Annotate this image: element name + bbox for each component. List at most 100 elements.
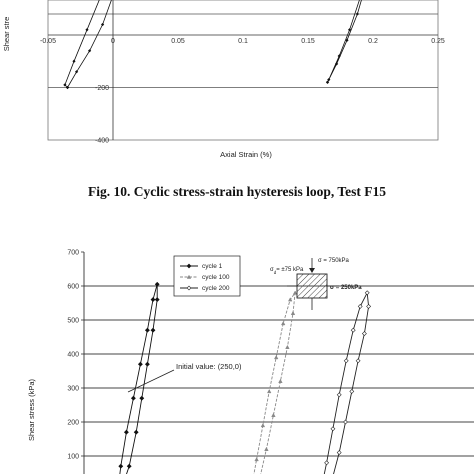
legend-label: cycle 200 [202, 285, 230, 292]
bottom-data-point [357, 303, 363, 309]
top-x-axis-label: Axial Strain (%) [220, 150, 272, 159]
legend-marker [186, 285, 192, 291]
top-series-2 [325, 0, 362, 84]
bottom-data-point [350, 327, 356, 333]
legend-item: cycle 1 [180, 263, 223, 270]
legend: cycle 1 cycle 100 cycle 200 [173, 255, 241, 297]
top-y-tick-label: -400 [95, 138, 109, 145]
top-data-point [337, 54, 341, 58]
legend-box [173, 255, 241, 297]
schematic-top-label: σ = 750kPa [318, 258, 350, 264]
bottom-series-cycle-100 [253, 290, 298, 474]
top-data-point [75, 70, 79, 74]
top-series-line [64, 0, 112, 88]
top-series-1 [63, 0, 112, 90]
bottom-data-point [137, 361, 143, 367]
annotation-text: Initial value: (250,0) [176, 362, 242, 371]
bottom-series-cycle-200 [323, 290, 372, 474]
bottom-y-tick-label: 500 [67, 318, 79, 325]
bottom-data-point [290, 310, 296, 315]
bottom-data-point [364, 290, 370, 296]
legend-label: cycle 100 [202, 274, 230, 281]
bottom-y-tick-label: 100 [67, 454, 79, 461]
stress-schematic: σd= ±75 kPa σ = 750kPa σ = 250kPa [270, 258, 362, 310]
bottom-data-point [330, 426, 336, 432]
bottom-data-point [324, 460, 330, 466]
bottom-y-tick-label: 600 [67, 284, 79, 291]
legend-item: cycle 100 [180, 274, 230, 281]
bottom-y-tick-label: 400 [67, 352, 79, 359]
top-data-point [345, 38, 349, 42]
top-x-tick-label: 0.15 [301, 38, 315, 45]
bottom-data-point [130, 395, 136, 401]
top-x-tick-label: 0.2 [368, 38, 378, 45]
top-data-point [85, 28, 89, 32]
bottom-data-point [361, 331, 367, 337]
top-data-point [101, 22, 105, 27]
bottom-data-point [266, 389, 272, 394]
bottom-y-axis-label: Shear stress (kPa) [27, 378, 36, 441]
bottom-data-point [355, 358, 361, 364]
bottom-data-point [123, 429, 129, 435]
bottom-data-point [292, 290, 298, 295]
top-data-point [325, 80, 330, 84]
bottom-data-point [144, 361, 150, 367]
bottom-data-point [343, 419, 348, 425]
bottom-data-point [150, 297, 156, 303]
legend-label: cycle 1 [202, 263, 223, 270]
bottom-data-point [366, 303, 372, 309]
initial-value-annotation: Initial value: (250,0) [127, 362, 242, 393]
schematic-sigma-label: σd= ±75 kPa [270, 267, 304, 275]
top-y-axis-label: Shear stre [2, 17, 11, 52]
bottom-data-point [287, 297, 293, 302]
top-plot-frame [47, 0, 439, 141]
bottom-data-point [343, 358, 349, 364]
bottom-data-point [133, 429, 139, 435]
top-data-point [335, 62, 339, 66]
schematic-sample-box [296, 273, 328, 299]
bottom-y-tick-label: 300 [67, 386, 79, 393]
bottom-data-point [280, 321, 286, 326]
bottom-series-line [119, 284, 158, 474]
top-series-line [327, 0, 362, 83]
bottom-data-point [144, 327, 150, 333]
bottom-data-point [254, 457, 259, 462]
top-x-tick-label: 0.05 [171, 38, 185, 45]
bottom-data-point [349, 388, 355, 394]
bottom-data-point [278, 378, 283, 383]
bottom-data-point [285, 344, 290, 349]
top-x-tick-label: 0.1 [238, 38, 248, 45]
bottom-data-point [154, 297, 160, 303]
bottom-y-tick-label: 200 [67, 420, 79, 427]
figure-caption: Fig. 10. Cyclic stress-strain hysteresis… [88, 184, 386, 199]
schematic-side-label: σ = 250kPa [330, 285, 362, 291]
bottom-y-tick-label: 700 [67, 250, 79, 257]
top-data-point [63, 83, 67, 87]
top-data-point [65, 85, 70, 90]
bottom-data-point [150, 327, 156, 333]
bottom-data-point [118, 463, 124, 469]
schematic-top-arrowhead [309, 268, 315, 273]
bottom-data-point [139, 395, 145, 401]
bottom-data-point [126, 463, 132, 469]
top-data-point [88, 49, 92, 53]
top-x-tick-label: 0 [111, 38, 115, 45]
bottom-data-point [154, 281, 160, 287]
bottom-series-cycle-1 [118, 281, 160, 474]
bottom-data-point [336, 450, 342, 456]
bottom-data-point [260, 423, 266, 428]
bottom-data-point [273, 355, 279, 360]
bottom-data-point [271, 412, 276, 417]
bottom-data-point [336, 392, 342, 398]
top-data-point [72, 59, 76, 63]
legend-item: cycle 200 [180, 285, 230, 292]
top-x-tick-label: -0.05 [40, 38, 56, 45]
top-y-tick-label: -200 [95, 85, 109, 92]
top-data-point [355, 12, 359, 16]
bottom-data-point [264, 446, 269, 451]
legend-marker [186, 263, 192, 269]
top-data-point [348, 28, 352, 32]
